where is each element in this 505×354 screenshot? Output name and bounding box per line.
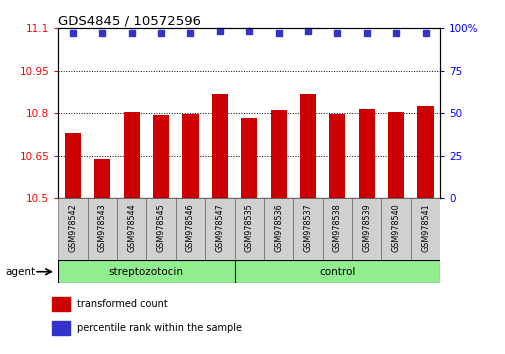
Bar bbox=[153, 115, 169, 198]
Bar bbox=[270, 110, 286, 198]
Text: GSM978547: GSM978547 bbox=[215, 204, 224, 252]
Bar bbox=[329, 114, 345, 198]
Text: streptozotocin: streptozotocin bbox=[109, 267, 183, 277]
Bar bbox=[381, 198, 410, 260]
Bar bbox=[205, 198, 234, 260]
Bar bbox=[123, 112, 139, 198]
Bar bbox=[87, 198, 117, 260]
Bar bbox=[211, 94, 227, 198]
Bar bbox=[293, 198, 322, 260]
Text: agent: agent bbox=[5, 267, 35, 277]
Bar bbox=[241, 118, 257, 198]
Bar bbox=[65, 133, 81, 198]
Bar bbox=[417, 105, 433, 198]
Text: GSM978541: GSM978541 bbox=[420, 204, 429, 252]
Text: GSM978540: GSM978540 bbox=[391, 204, 400, 252]
Bar bbox=[182, 114, 198, 198]
Bar bbox=[234, 198, 264, 260]
Bar bbox=[322, 198, 351, 260]
Bar bbox=[58, 198, 87, 260]
Bar bbox=[52, 297, 70, 311]
Text: GSM978542: GSM978542 bbox=[68, 204, 77, 252]
Bar bbox=[351, 198, 381, 260]
Text: percentile rank within the sample: percentile rank within the sample bbox=[77, 323, 242, 333]
Bar bbox=[52, 321, 70, 335]
Text: GSM978537: GSM978537 bbox=[303, 204, 312, 252]
Bar bbox=[146, 198, 175, 260]
Bar bbox=[175, 198, 205, 260]
Bar bbox=[94, 159, 110, 198]
Bar bbox=[410, 198, 439, 260]
Bar bbox=[387, 113, 403, 198]
Text: control: control bbox=[319, 267, 355, 277]
Text: GSM978546: GSM978546 bbox=[185, 204, 194, 252]
Bar bbox=[358, 109, 374, 198]
Text: GSM978539: GSM978539 bbox=[362, 204, 371, 252]
Text: GSM978535: GSM978535 bbox=[244, 204, 253, 252]
Bar bbox=[117, 198, 146, 260]
Bar bbox=[299, 94, 316, 198]
Text: GSM978544: GSM978544 bbox=[127, 204, 136, 252]
Text: GSM978543: GSM978543 bbox=[97, 204, 107, 252]
Text: GSM978536: GSM978536 bbox=[274, 204, 282, 252]
Text: GDS4845 / 10572596: GDS4845 / 10572596 bbox=[58, 14, 201, 27]
Bar bbox=[264, 198, 293, 260]
Text: transformed count: transformed count bbox=[77, 299, 168, 309]
Text: GSM978538: GSM978538 bbox=[332, 204, 341, 252]
Text: GSM978545: GSM978545 bbox=[156, 204, 165, 252]
